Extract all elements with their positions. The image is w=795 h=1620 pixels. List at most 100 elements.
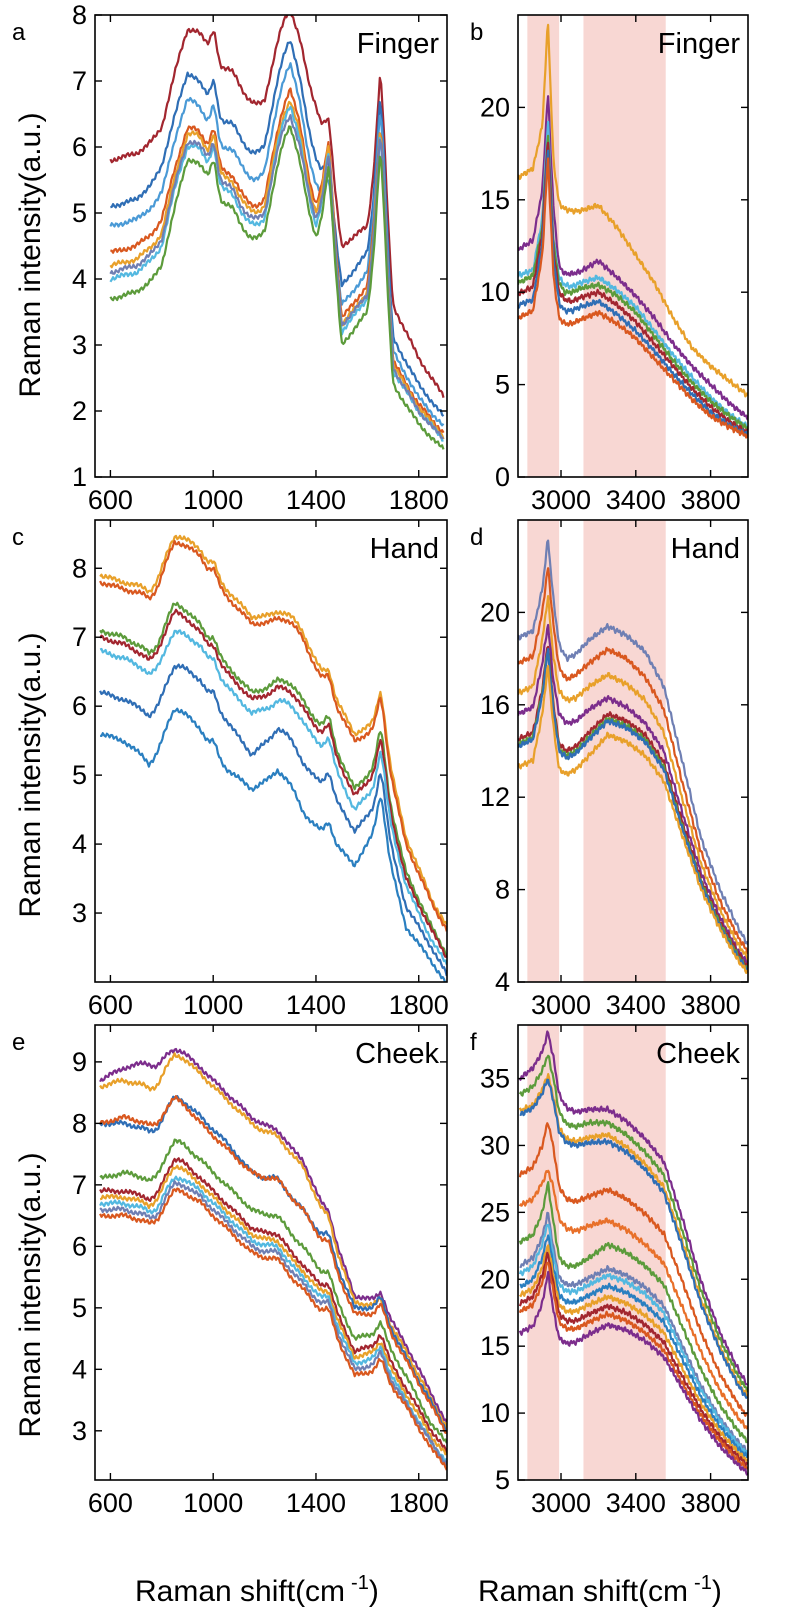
y-tick-label-c-3: 5 [72, 760, 87, 790]
series-line-e-1 [99, 1047, 447, 1423]
axes-frame-f [517, 1024, 749, 1481]
panel-d: 3000 3400 3800 4 8 12 16 20 d Hand [470, 519, 749, 1020]
y-tick-label-a-5: 5 [72, 198, 87, 228]
x-tick-label-c-2: 1000 [183, 990, 243, 1020]
y-tick-label-f-3: 15 [480, 1331, 510, 1361]
x-tick-label-e-1: 600 [88, 1488, 133, 1518]
series-group-e [99, 1047, 447, 1471]
series-line-c-6 [99, 663, 447, 977]
y-tick-label-a-2: 2 [72, 396, 87, 426]
panel-a: 600 1000 1400 1800 1 2 3 4 5 6 7 8 a Finger [12, 0, 449, 515]
y-tick-label-b-4: 15 [480, 185, 510, 215]
series-line-a-8 [109, 125, 445, 450]
y-tick-label-c-6: 8 [72, 553, 87, 583]
y-tick-label-f-2: 10 [480, 1398, 510, 1428]
panel-label-a: a [12, 19, 26, 46]
y-tick-label-f-5: 25 [480, 1197, 510, 1227]
y-tick-label-d-5: 20 [480, 597, 510, 627]
series-line-f-12 [518, 1251, 748, 1467]
x-axis-label-left: Raman shift(cm -1) [135, 1572, 379, 1608]
y-tick-label-c-5: 7 [72, 622, 87, 652]
series-line-b-6 [518, 149, 748, 437]
panel-label-e: e [12, 1029, 25, 1056]
y-tick-label-e-7: 9 [72, 1047, 87, 1077]
y-tick-label-b-5: 20 [480, 92, 510, 122]
highlight-band-b-2 [583, 15, 666, 477]
series-line-e-6 [99, 1157, 447, 1454]
x-tick-label-a-1: 600 [88, 485, 133, 515]
series-line-f-5 [518, 1122, 748, 1417]
x-axis-label-left-sup: -1 [351, 1572, 369, 1594]
panel-label-b: b [470, 19, 483, 46]
panel-title-d: Hand [671, 533, 740, 565]
x-tick-label-d-2: 3400 [606, 990, 666, 1020]
x-tick-label-a-4: 1800 [389, 485, 449, 515]
y-tick-label-b-3: 10 [480, 277, 510, 307]
series-line-e-8 [99, 1175, 447, 1461]
axes-frame-e [94, 1024, 448, 1481]
x-axis-label-right: Raman shift(cm -1) [478, 1572, 722, 1608]
x-axis-label-left-close: ) [369, 1575, 379, 1608]
x-tick-label-a-2: 1000 [183, 485, 243, 515]
x-axis-label-right-text: Raman shift(cm [478, 1575, 688, 1608]
series-group-a [109, 15, 445, 450]
x-tick-label-b-1: 3000 [531, 485, 591, 515]
axes-frame-a [94, 14, 448, 478]
y-tick-label-d-3: 12 [480, 782, 510, 812]
x-tick-label-e-3: 1400 [286, 1488, 346, 1518]
x-axis-label-right-sup: -1 [694, 1572, 712, 1594]
series-line-f-7 [518, 1181, 748, 1444]
x-tick-label-b-3: 3800 [681, 485, 741, 515]
x-tick-label-d-3: 3800 [681, 990, 741, 1020]
y-tick-label-e-6: 8 [72, 1108, 87, 1138]
series-line-a-1 [109, 15, 445, 398]
panel-title-b: Finger [658, 28, 741, 60]
y-tick-label-f-6: 30 [480, 1130, 510, 1160]
series-line-e-7 [99, 1164, 447, 1456]
series-line-b-4 [518, 134, 748, 430]
series-line-f-14 [518, 1270, 748, 1476]
axes-frame-d [517, 519, 749, 983]
y-tick-label-a-1: 1 [72, 462, 87, 492]
y-tick-label-d-4: 16 [480, 690, 510, 720]
x-tick-label-c-3: 1400 [286, 990, 346, 1020]
series-line-c-2 [99, 540, 447, 932]
y-tick-label-e-1: 3 [72, 1416, 87, 1446]
y-tick-label-a-3: 3 [72, 330, 87, 360]
series-line-f-2 [518, 1054, 748, 1393]
panel-f: 3000 3400 3800 5 10 15 20 25 30 35f Cheek [470, 1024, 749, 1518]
y-tick-label-d-2: 8 [495, 875, 510, 905]
panel-title-f: Cheek [656, 1038, 740, 1070]
x-axis-label-left-text: Raman shift(cm [135, 1575, 345, 1608]
series-line-e-10 [99, 1187, 447, 1471]
y-tick-label-e-5: 7 [72, 1170, 87, 1200]
panel-c: 600 1000 1400 1800 3 4 5 6 7 8 c Hand [12, 519, 449, 1020]
series-group-f [518, 1030, 748, 1476]
x-tick-label-c-1: 600 [88, 990, 133, 1020]
series-group-b [518, 23, 748, 439]
series-line-f-6 [518, 1169, 748, 1430]
x-tick-label-f-3: 3800 [681, 1488, 741, 1518]
y-axis-label-top: Raman intensity(a.u.) [14, 112, 47, 397]
series-line-d-8 [518, 664, 748, 974]
y-tick-label-b-1: 0 [495, 462, 510, 492]
panel-e: 600 1000 1400 1800 3 4 5 6 7 8 9 e Cheek [12, 1024, 449, 1518]
series-line-b-5 [518, 141, 748, 435]
x-tick-label-e-2: 1000 [183, 1488, 243, 1518]
x-tick-label-f-1: 3000 [531, 1488, 591, 1518]
series-line-f-11 [519, 1244, 748, 1462]
axes-frame-b [517, 14, 749, 478]
y-tick-label-c-1: 3 [72, 898, 87, 928]
x-tick-label-b-2: 3400 [606, 485, 666, 515]
y-tick-label-a-4: 4 [72, 264, 87, 294]
y-tick-label-d-1: 4 [495, 967, 510, 997]
series-line-c-7 [100, 707, 447, 982]
panel-title-a: Finger [357, 28, 440, 60]
series-line-c-4 [99, 608, 447, 958]
series-line-e-5 [99, 1138, 447, 1444]
series-line-f-9 [518, 1223, 748, 1455]
series-line-f-10 [519, 1234, 748, 1459]
series-line-b-7 [518, 157, 748, 439]
series-line-f-4 [519, 1078, 748, 1399]
